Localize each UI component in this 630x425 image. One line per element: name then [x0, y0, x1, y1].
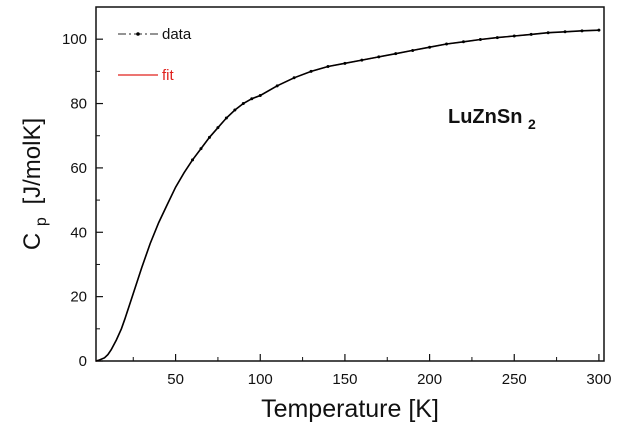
series-layer: [95, 28, 601, 362]
y-tick-label: 0: [79, 353, 87, 370]
x-tick-label: 300: [586, 371, 611, 388]
series-data-point: [529, 32, 533, 36]
y-tick-label: 100: [62, 31, 87, 48]
series-data-point: [360, 58, 364, 62]
series-data-point: [377, 55, 381, 59]
series-data-point: [428, 45, 432, 49]
y-tick-label: 20: [70, 289, 87, 306]
y-axis-title-main: C: [19, 233, 46, 250]
x-axis-ticks: 50 100 150 200 250 300: [132, 354, 611, 388]
compound-annotation: LuZnSn 2: [448, 106, 536, 132]
legend: data fit: [118, 26, 192, 84]
x-tick-label: 100: [248, 371, 273, 388]
series-data-point: [597, 28, 601, 32]
series-data-point: [512, 34, 516, 38]
annotation-main: LuZnSn: [448, 106, 522, 128]
series-data-point: [241, 102, 245, 106]
series-data-point: [191, 158, 195, 162]
y-axis-title: C p [J/molK]: [19, 118, 52, 250]
series-data-point: [495, 36, 499, 40]
series-data-point: [546, 31, 550, 35]
series-data-point: [394, 52, 398, 56]
legend-data-label: data: [162, 26, 192, 43]
x-tick-label: 150: [332, 371, 357, 388]
series-data-point: [275, 84, 279, 88]
plot-area: 50 100 150 200 250 300 0 20 40 60 80 100: [62, 6, 611, 388]
y-tick-label: 80: [70, 96, 87, 113]
x-axis-title: Temperature [K]: [261, 395, 439, 423]
series-data-point: [326, 65, 330, 69]
plot-frame: [95, 6, 605, 362]
y-axis-title-units: [J/molK]: [19, 118, 46, 205]
x-tick-label: 200: [417, 371, 442, 388]
x-tick-label: 50: [167, 371, 184, 388]
legend-data-marker: [136, 32, 140, 36]
y-axis-ticks: 0 20 40 60 80 100: [62, 31, 103, 370]
y-tick-label: 60: [70, 160, 87, 177]
series-data-point: [563, 30, 567, 34]
y-axis-title-subscript: p: [33, 217, 50, 226]
series-data-point: [216, 126, 220, 130]
y-tick-label: 40: [70, 224, 87, 241]
series-data-point: [478, 38, 482, 42]
series-data-point: [461, 40, 465, 44]
series-data-point: [207, 135, 211, 139]
series-data-point: [580, 29, 584, 33]
series-data-point: [258, 94, 262, 97]
series-data-line: [95, 29, 599, 362]
annotation-subscript: 2: [528, 116, 536, 132]
series-data-point: [411, 48, 415, 52]
series-data-point: [343, 61, 347, 65]
series-data-point: [250, 97, 254, 101]
series-data-point: [233, 108, 237, 112]
legend-fit-label: fit: [162, 67, 175, 84]
series-data-point: [309, 69, 313, 73]
x-tick-label: 250: [502, 371, 527, 388]
series-data-point: [199, 147, 203, 151]
series-data-point: [224, 116, 228, 120]
series-data-point: [445, 42, 449, 46]
series-data-point: [292, 76, 296, 80]
